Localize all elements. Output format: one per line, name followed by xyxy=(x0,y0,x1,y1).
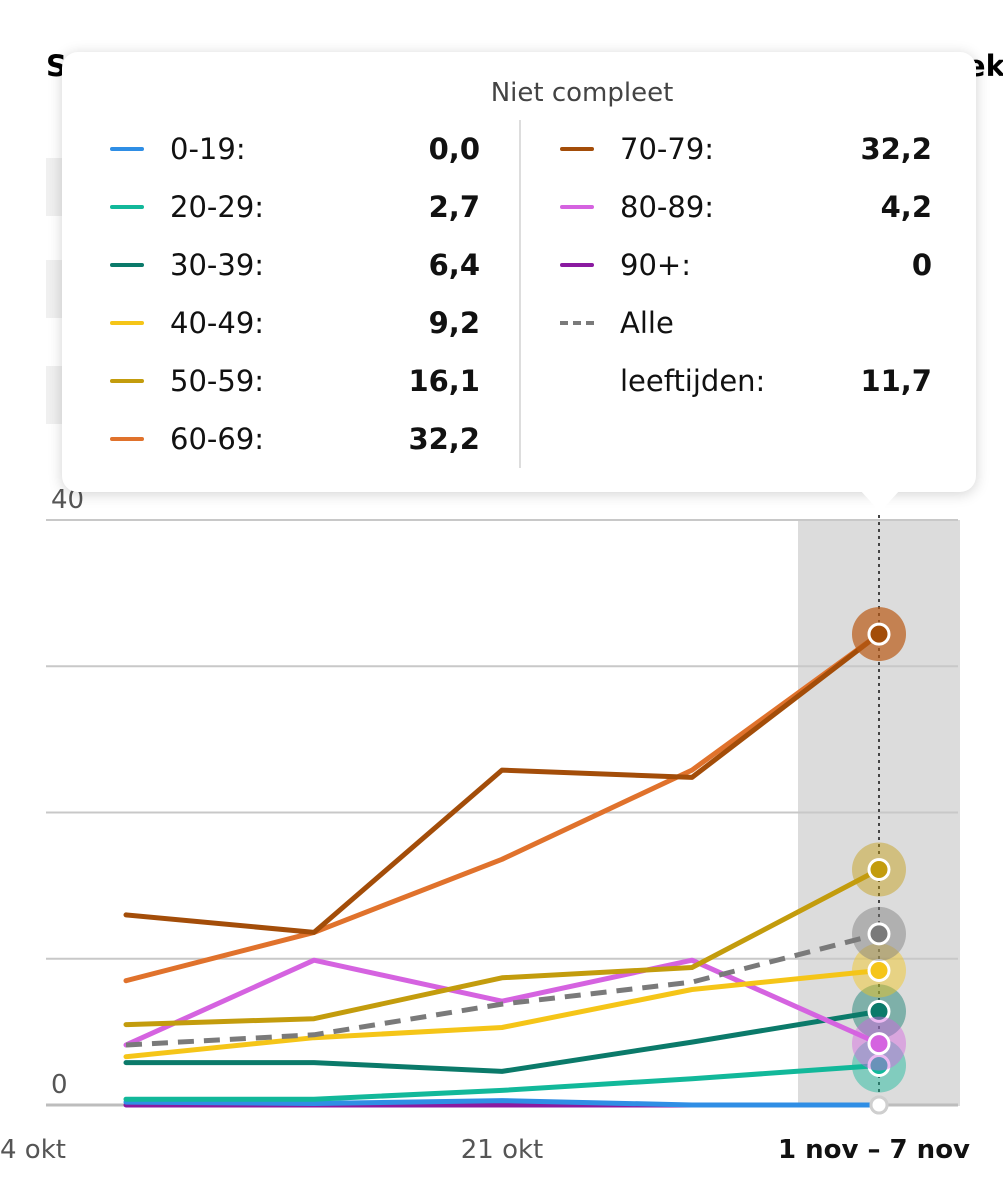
point-dot xyxy=(867,999,891,1023)
tooltip-row-left-1: 20-29: 2,7 xyxy=(110,187,480,227)
tooltip-value: 4,2 xyxy=(880,190,932,224)
legend-swatch xyxy=(110,437,144,441)
tooltip-label: 90+: xyxy=(620,248,691,282)
point-marker-80-89 xyxy=(852,1016,906,1071)
series-line-30-39[interactable] xyxy=(123,1008,882,1074)
point-dot xyxy=(867,922,891,946)
tooltip-value: 16,1 xyxy=(408,364,480,398)
legend-swatch xyxy=(110,147,144,151)
tooltip-row-right-3: Alle xyxy=(560,303,932,343)
tooltip-row-right-1: 80-89: 4,2 xyxy=(560,187,932,227)
point-marker-90- xyxy=(869,1095,889,1115)
x-tick-label: 4 okt xyxy=(0,1135,66,1165)
point-marker-50-59 xyxy=(852,842,906,897)
tooltip-label: Alle xyxy=(620,306,674,340)
legend-swatch xyxy=(110,205,144,209)
point-dot xyxy=(867,1032,891,1056)
y-tick-label: 0 xyxy=(51,1070,68,1100)
point-marker-alle-leeftijden xyxy=(852,906,906,961)
tooltip-arrow xyxy=(860,490,900,512)
point-dot xyxy=(867,622,891,646)
tooltip-row-right-0: 70-79: 32,2 xyxy=(560,129,932,169)
tooltip-label: 80-89: xyxy=(620,190,715,224)
tooltip-value: 6,4 xyxy=(428,248,480,282)
tooltip-value: 32,2 xyxy=(860,132,932,166)
tooltip-row-right-4: leeftijden: 11,7 xyxy=(560,361,932,401)
tooltip-title: Niet compleet xyxy=(490,78,674,108)
tooltip-label: 40-49: xyxy=(170,306,265,340)
tooltip-row-left-3: 40-49: 9,2 xyxy=(110,303,480,343)
legend-swatch xyxy=(560,263,594,267)
tooltip-row-left-5: 60-69: 32,2 xyxy=(110,419,480,459)
legend-swatch xyxy=(110,379,144,383)
tooltip-row-left-0: 0-19: 0,0 xyxy=(110,129,480,169)
point-dot xyxy=(869,1095,889,1115)
series-line-40-49[interactable] xyxy=(123,968,882,1060)
legend-swatch xyxy=(560,205,594,209)
series-line-70-79[interactable] xyxy=(123,631,882,935)
legend-swatch xyxy=(560,321,594,325)
tooltip-label: leeftijden: xyxy=(620,364,766,398)
series-line-80-89[interactable] xyxy=(123,957,882,1048)
point-marker-70-79 xyxy=(852,607,906,662)
series-line-60-69[interactable] xyxy=(123,631,882,984)
tooltip-divider xyxy=(519,120,521,468)
tooltip-value: 0 xyxy=(911,248,932,282)
tooltip-label: 50-59: xyxy=(170,364,265,398)
tooltip-label: 20-29: xyxy=(170,190,265,224)
tooltip-row-left-4: 50-59: 16,1 xyxy=(110,361,480,401)
point-marker-20-29 xyxy=(852,1038,906,1093)
series-line-20-29[interactable] xyxy=(123,1063,882,1102)
tooltip-label: 70-79: xyxy=(620,132,715,166)
x-tick-label-active: 1 nov – 7 nov xyxy=(778,1135,970,1165)
tooltip-value: 0,0 xyxy=(428,132,480,166)
series-line-50-59[interactable] xyxy=(123,867,882,1028)
point-dot xyxy=(867,1054,891,1078)
legend-swatch xyxy=(110,321,144,325)
x-tick-label: 21 okt xyxy=(461,1135,544,1165)
tooltip-value: 11,7 xyxy=(860,364,932,398)
point-marker-40-49 xyxy=(852,943,906,998)
point-dot xyxy=(867,858,891,882)
series-line-alle-leeftijden[interactable] xyxy=(125,931,880,1048)
tooltip-value: 9,2 xyxy=(428,306,480,340)
tooltip-row-left-2: 30-39: 6,4 xyxy=(110,245,480,285)
tooltip-value: 2,7 xyxy=(428,190,480,224)
tooltip-label: 0-19: xyxy=(170,132,246,166)
point-dot xyxy=(867,958,891,982)
legend-swatch xyxy=(560,147,594,151)
series-line-0-19[interactable] xyxy=(123,1098,882,1108)
tooltip: Niet compleet 0-19: 0,0 20-29: 2,7 30-39: 6,4… xyxy=(62,52,976,492)
tooltip-label: 30-39: xyxy=(170,248,265,282)
legend-swatch xyxy=(110,263,144,267)
point-marker-30-39 xyxy=(852,984,906,1039)
tooltip-value: 32,2 xyxy=(408,422,480,456)
tooltip-row-right-2: 90+: 0 xyxy=(560,245,932,285)
tooltip-label: 60-69: xyxy=(170,422,265,456)
